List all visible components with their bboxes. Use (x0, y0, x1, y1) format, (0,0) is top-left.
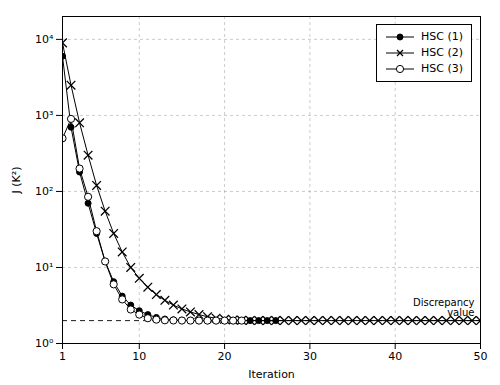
svg-text:30: 30 (303, 350, 317, 363)
html-text:HSC (3): HSC (3) (421, 62, 463, 75)
svg-text:20: 20 (218, 350, 232, 363)
svg-text:10¹: 10¹ (35, 261, 53, 274)
svg-text:1: 1 (59, 350, 66, 363)
svg-text:Iteration: Iteration (248, 368, 295, 381)
svg-text:10²: 10² (35, 185, 53, 198)
html-text:HSC (1): HSC (1) (421, 30, 463, 43)
html-text:HSC (2): HSC (2) (421, 46, 463, 59)
svg-text:Discrepancyvalue: Discrepancyvalue (413, 297, 475, 318)
svg-text:50: 50 (474, 350, 488, 363)
svg-text:10³: 10³ (35, 109, 53, 122)
svg-text:40: 40 (388, 350, 402, 363)
svg-text:10⁰: 10⁰ (35, 337, 54, 350)
svg-text:J (K²): J (K²) (10, 167, 23, 195)
svg-text:10⁴: 10⁴ (35, 33, 54, 46)
svg-text:10: 10 (132, 350, 146, 363)
